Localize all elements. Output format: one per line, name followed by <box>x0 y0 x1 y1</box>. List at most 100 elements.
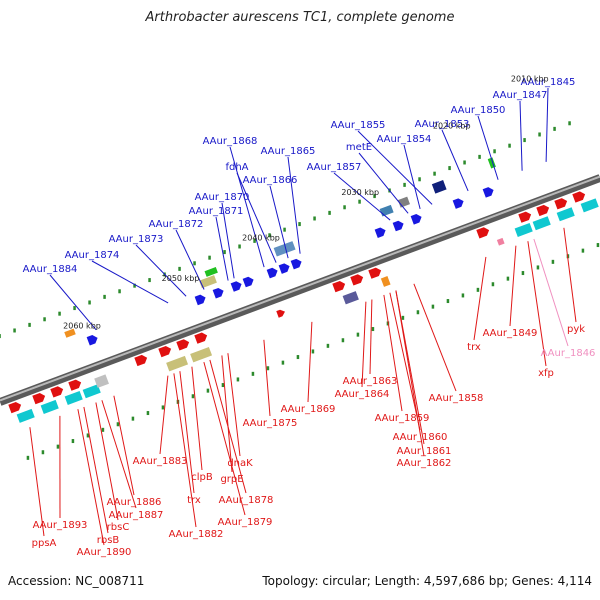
tick-dots <box>0 121 600 460</box>
reverse-gene-arrow <box>134 354 148 367</box>
gene-label-forward: AAur_1868 <box>203 136 258 147</box>
navy-gene-box <box>431 180 447 194</box>
leader-line <box>209 359 247 494</box>
reverse-gene-arrow-shape <box>176 339 190 351</box>
teal-gene-box-shape <box>580 198 599 213</box>
tick-dot <box>311 349 315 354</box>
gene-label-reverse: AAur_1863 <box>343 376 398 387</box>
tick-dot <box>403 182 406 187</box>
leader-line <box>203 362 246 516</box>
forward-gene-arrow <box>290 258 302 270</box>
gene-label-forward: AAur_1865 <box>261 146 316 157</box>
tick-dot <box>433 171 436 176</box>
forward-gene-arrow <box>374 227 386 239</box>
tick-dot <box>281 360 285 365</box>
gene-label-forward: AAur_1845 <box>521 77 576 88</box>
reverse-gene-arrow-shape <box>332 281 346 293</box>
forward-gene-arrow <box>266 267 278 279</box>
leader-line <box>369 299 373 375</box>
tick-dot <box>296 355 300 360</box>
gene-label-reverse: rbsB <box>97 535 120 546</box>
tick-dot <box>461 293 465 298</box>
leader-line <box>173 373 197 528</box>
reverse-gene-arrow-shape <box>476 227 490 239</box>
tick-dot <box>41 450 45 455</box>
leader-line <box>527 241 547 367</box>
teal-gene-box <box>556 207 575 222</box>
tick-dot <box>538 132 541 137</box>
reverse-gene-arrow-shape <box>276 309 285 318</box>
tick-dot <box>43 317 46 322</box>
tick-dot <box>581 248 585 253</box>
leader-line <box>389 292 421 431</box>
forward-gene-arrow-shape <box>374 227 386 239</box>
gene-label-forward: AAur_1866 <box>243 175 298 186</box>
tick-dot <box>493 149 496 154</box>
gene-label-forward: AAur_1850 <box>451 105 506 116</box>
tick-dot <box>553 126 556 131</box>
teal-gene-box-shape <box>514 222 533 237</box>
gene-label-reverse: AAur_1893 <box>33 520 88 531</box>
reverse-gene-arrow-shape <box>536 204 550 217</box>
forward-gene-arrow-shape <box>230 281 242 292</box>
tick-dot <box>523 138 526 143</box>
tick-dot <box>221 383 225 388</box>
grey-gene-box-shape <box>397 196 410 208</box>
leader-line <box>361 301 367 388</box>
reverse-gene-arrow-shape <box>350 274 364 286</box>
leader-line <box>533 238 569 347</box>
reverse-gene-arrow <box>8 401 22 414</box>
olive-gene-box-shape <box>190 346 213 363</box>
leader-line <box>545 87 549 162</box>
orange-gene-box-shape <box>64 328 76 338</box>
reverse-gene-arrow <box>332 281 346 293</box>
gene-label-reverse: AAur_1887 <box>109 510 164 521</box>
forward-gene-arrow-shape <box>194 294 206 306</box>
forward-gene-arrow-shape <box>392 220 404 232</box>
tick-dot <box>373 194 376 199</box>
navy-gene-box-shape <box>431 180 447 194</box>
pink-gene-box-shape <box>496 237 505 246</box>
leader-line <box>357 130 433 205</box>
gene-label-forward: AAur_1870 <box>195 192 250 203</box>
gene-label-reverse: rbsC <box>107 522 130 533</box>
tick-dot <box>416 310 420 315</box>
gene-label-reverse: AAur_1858 <box>429 393 484 404</box>
steel-gene-box-shape <box>379 204 394 217</box>
genome-stats: Topology: circular; Length: 4,597,686 bp… <box>262 574 592 588</box>
tick-dot <box>86 433 90 438</box>
reverse-gene-arrow-shape <box>518 211 532 223</box>
tick-dot <box>0 334 1 339</box>
tick-dot <box>101 427 105 432</box>
gene-label-forward: AAur_1871 <box>189 206 244 217</box>
tick-dot <box>116 422 120 427</box>
leader-line <box>29 427 45 537</box>
reverse-gene-arrow-shape <box>32 393 46 405</box>
tick-dot <box>71 439 75 444</box>
tick-dot <box>193 261 196 266</box>
teal-gene-box <box>580 198 599 213</box>
gene-label-reverse: dnaK <box>227 458 253 469</box>
teal-gene-box-shape <box>556 207 575 222</box>
leader-line <box>519 100 523 171</box>
tick-dot <box>343 205 346 210</box>
forward-gene-arrow <box>230 281 242 292</box>
tick-dot <box>131 416 135 421</box>
forward-gene-arrow <box>194 294 206 306</box>
gene-label-reverse: AAur_1864 <box>335 389 390 400</box>
slate-gene-box <box>342 291 359 305</box>
tick-dot <box>446 299 450 304</box>
steel-gene-box <box>273 241 296 257</box>
leader-line <box>49 274 97 331</box>
olive-gene-box <box>190 346 213 363</box>
forward-gene-arrow <box>242 276 254 288</box>
tick-dot <box>401 315 405 320</box>
label-leaders <box>29 87 577 546</box>
kbp-tick-label: 2030 kbp <box>341 188 379 197</box>
tick-dot <box>238 244 241 249</box>
gene-label-forward: AAur_1853 <box>415 119 470 130</box>
forward-gene-arrow-shape <box>266 267 278 279</box>
gene-label-forward: AAur_1854 <box>377 134 432 145</box>
tick-dot <box>448 166 451 171</box>
leader-line <box>441 129 469 192</box>
